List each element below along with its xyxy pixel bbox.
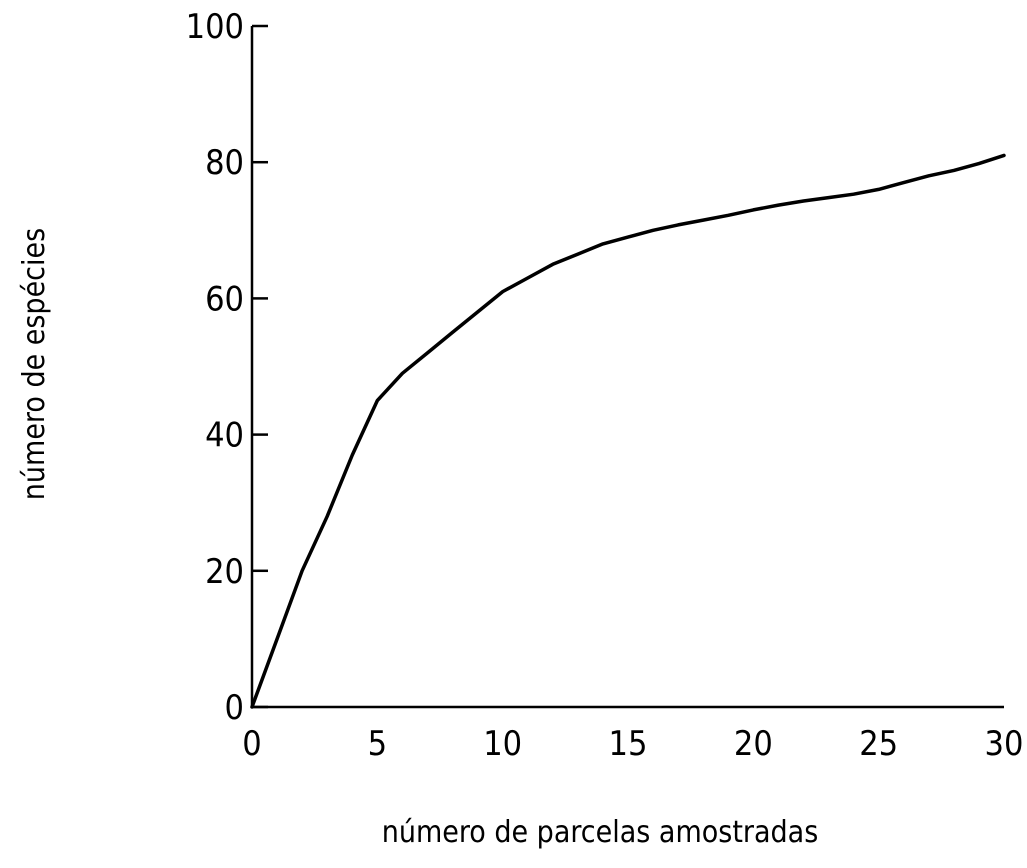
x-tick-label: 15 bbox=[609, 724, 648, 764]
y-axis-title: número de espécies bbox=[17, 228, 52, 500]
y-tick-label: 20 bbox=[205, 552, 244, 592]
x-ticks: 0 5 10 15 20 25 30 bbox=[242, 724, 1023, 764]
x-axis-title: número de parcelas amostradas bbox=[382, 815, 819, 850]
x-tick-label: 10 bbox=[483, 724, 522, 764]
x-tick-label: 30 bbox=[985, 724, 1024, 764]
series-line-0 bbox=[250, 153, 1006, 709]
series-group bbox=[250, 153, 1006, 709]
x-tick-label: 25 bbox=[859, 724, 898, 764]
x-tick-label: 5 bbox=[368, 724, 387, 764]
y-tick-label: 80 bbox=[205, 143, 244, 183]
x-tick-label: 20 bbox=[734, 724, 773, 764]
axes bbox=[250, 26, 1004, 709]
y-tick-label: 0 bbox=[225, 688, 244, 728]
y-tick-label: 60 bbox=[205, 279, 244, 319]
y-tick-label: 100 bbox=[186, 7, 244, 47]
y-ticks: 0 20 40 60 80 100 bbox=[186, 7, 268, 728]
x-tick-label: 0 bbox=[242, 724, 261, 764]
y-tick-label: 40 bbox=[205, 416, 244, 456]
